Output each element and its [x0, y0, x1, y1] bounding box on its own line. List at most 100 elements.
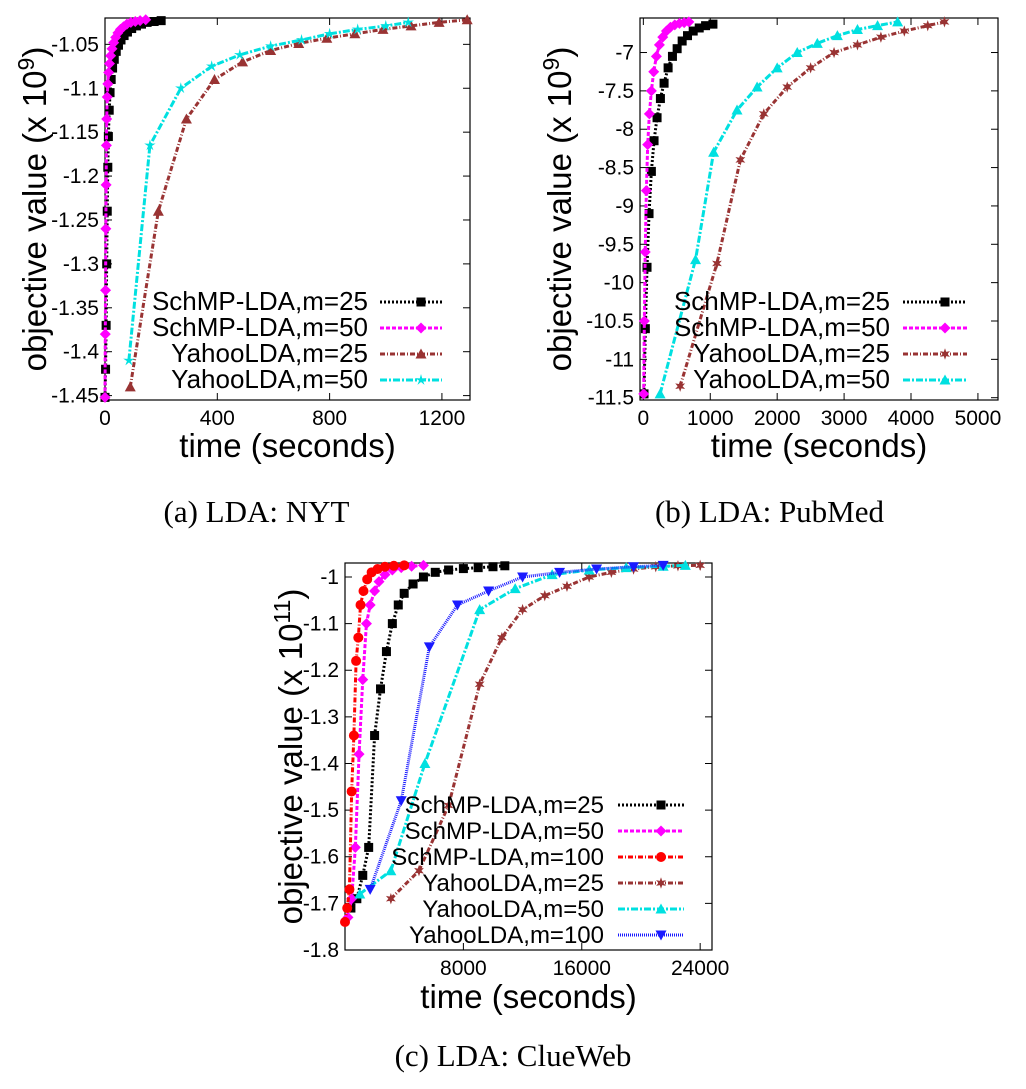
nyt-data-point	[127, 24, 137, 34]
clueweb-legend-marker	[655, 930, 667, 941]
nyt-legend-marker	[415, 374, 427, 385]
nyt-data-point	[209, 73, 220, 84]
nyt-data-point	[123, 354, 135, 366]
nyt-data-point	[101, 364, 111, 374]
clueweb-data-point	[539, 589, 550, 602]
pubmed-y-tick-label: -7.5	[598, 80, 634, 103]
nyt-data-point	[99, 391, 111, 403]
clueweb-data-point	[414, 865, 424, 877]
clueweb-series-line	[389, 563, 701, 900]
pubmed-x-tick-label: 0	[638, 407, 650, 430]
clueweb-data-point	[423, 642, 435, 653]
clueweb-data-point	[650, 561, 661, 573]
pubmed-y-tick-label: -10.5	[586, 310, 634, 333]
clueweb-data-point	[444, 565, 454, 575]
clueweb-data-point	[451, 600, 463, 611]
pubmed-data-point	[649, 136, 659, 146]
clueweb-y-tick-label: -1.3	[303, 706, 339, 729]
pubmed-data-point	[899, 25, 910, 37]
clueweb-data-point	[349, 841, 361, 853]
clueweb-series-line	[368, 563, 664, 890]
clueweb-data-point	[346, 903, 356, 913]
clueweb-data-point	[362, 574, 373, 585]
clueweb-data-point	[473, 563, 483, 573]
nyt-data-point	[180, 113, 192, 124]
nyt-data-point	[100, 139, 112, 151]
clueweb-data-point	[364, 884, 376, 895]
caption-clueweb: (c) LDA: ClueWeb	[394, 1038, 632, 1073]
clueweb-data-point	[406, 560, 418, 572]
pubmed-data-point	[667, 51, 677, 61]
nyt-y-tick-label: -1.4	[63, 341, 100, 364]
clueweb-y-tick-label: -1.5	[303, 799, 339, 822]
clueweb-data-point	[483, 586, 495, 597]
clueweb-legend-marker	[656, 852, 666, 862]
pubmed-data-point	[805, 62, 816, 74]
clueweb-y-tick-label: -1.6	[303, 846, 339, 869]
clueweb-data-point	[430, 567, 440, 577]
nyt-x-tick-label: 1200	[419, 407, 466, 430]
nyt-data-point	[433, 16, 445, 27]
pubmed-legend-label: YahooLDA,m=50	[693, 364, 890, 394]
nyt-data-point	[101, 91, 113, 103]
pubmed-legend-marker	[940, 348, 950, 360]
clueweb-data-point	[355, 599, 366, 610]
pubmed-x-axis-label: time (seconds)	[711, 427, 927, 464]
clueweb-data-point	[673, 560, 683, 572]
clueweb-data-point	[364, 599, 376, 611]
nyt-data-point	[323, 27, 336, 39]
clueweb-data-point	[393, 600, 403, 610]
clueweb-data-point	[372, 564, 383, 575]
clueweb-x-tick-label: 8000	[440, 957, 487, 980]
pubmed-data-point	[701, 21, 711, 31]
clueweb-legend-label: SchMP-LDA,m=100	[391, 844, 604, 871]
pubmed-data-point	[663, 63, 673, 73]
clueweb-y-tick-label: -1.7	[303, 892, 339, 915]
clueweb-data-point	[353, 632, 364, 643]
clueweb-data-point	[357, 674, 369, 686]
clueweb-data-point	[583, 564, 595, 575]
nyt-data-point	[175, 82, 187, 94]
nyt-data-point	[461, 14, 473, 25]
clueweb-data-point	[591, 564, 603, 575]
nyt-legend-marker	[416, 297, 426, 307]
pubmed-data-point	[640, 185, 652, 197]
pubmed-data-point	[758, 108, 769, 120]
nyt-data-point	[152, 205, 164, 216]
nyt-data-point	[124, 381, 136, 392]
nyt-data-point	[234, 48, 246, 60]
pubmed-y-tick-label: -11.5	[588, 387, 634, 410]
clueweb-y-axis-label: objective value (x 1011)	[269, 589, 309, 925]
nyt-y-tick-label: -1.35	[51, 297, 99, 320]
pubmed-y-tick-label: -11	[605, 348, 634, 371]
nyt-data-point	[103, 66, 115, 78]
pubmed-data-point	[654, 388, 666, 399]
clueweb-data-point	[417, 559, 429, 571]
clueweb-data-point	[360, 618, 372, 630]
pubmed-data-point	[751, 81, 763, 92]
nyt-legend-label: SchMP-LDA,m=25	[152, 286, 368, 316]
clueweb-y-tick-label: -1	[320, 566, 339, 589]
clueweb-series-0	[346, 561, 510, 913]
nyt-legend-label: YahooLDA,m=25	[171, 338, 368, 368]
pubmed-x-tick-label: 3000	[821, 407, 868, 430]
nyt-data-point	[105, 50, 117, 62]
clueweb-series-1	[342, 559, 429, 923]
nyt-x-tick-label: 400	[200, 407, 235, 430]
clueweb-y-tick-label: -1.8	[303, 939, 339, 962]
pubmed-data-point	[677, 36, 687, 46]
pubmed-legend-marker	[939, 374, 951, 385]
pubmed-series-line	[678, 20, 945, 387]
nyt-data-point	[102, 78, 114, 90]
pubmed-x-tick-label: 1000	[687, 407, 734, 430]
clueweb-data-point	[352, 894, 362, 904]
pubmed-data-point	[645, 85, 657, 97]
pubmed-x-tick-label: 4000	[888, 407, 935, 430]
clueweb-data-point	[381, 647, 391, 657]
clueweb-data-point	[628, 563, 639, 575]
clueweb-series-line	[346, 563, 424, 918]
clueweb-data-point	[620, 562, 632, 573]
clueweb-data-point	[358, 585, 369, 596]
pubmed-data-point	[659, 78, 669, 88]
nyt-data-point	[100, 284, 112, 296]
